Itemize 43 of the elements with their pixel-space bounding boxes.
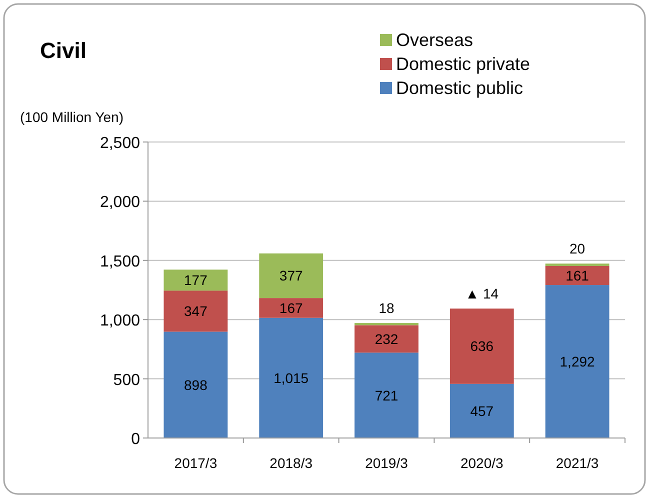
annotation: ▲ 14 <box>465 286 499 302</box>
y-tick-label: 1,500 <box>100 253 140 270</box>
bar <box>450 384 514 438</box>
data-label: 167 <box>279 300 303 316</box>
data-label: 177 <box>184 272 208 288</box>
legend-label: Overseas <box>396 30 474 50</box>
chart-title: Civil <box>40 38 86 63</box>
bar <box>354 352 418 438</box>
data-label: 232 <box>374 330 398 347</box>
data-label: 377 <box>279 268 303 284</box>
data-label: 898 <box>184 376 208 393</box>
data-label: 1,292 <box>560 354 596 370</box>
bar <box>164 332 228 438</box>
data-label: 636 <box>470 338 494 354</box>
data-label: 18 <box>378 300 394 316</box>
bar <box>450 308 514 384</box>
y-tick-label: 2,000 <box>100 194 140 212</box>
data-label: 20 <box>570 240 586 257</box>
x-tick-label: 2019/3 <box>365 455 408 471</box>
legend-label: Domestic private <box>396 54 530 74</box>
y-tick-label: 0 <box>131 431 140 448</box>
y-axis-title: (100 Million Yen) <box>20 109 124 125</box>
y-tick-label: 500 <box>113 372 140 389</box>
data-label: 347 <box>184 303 208 320</box>
data-label: 161 <box>566 267 590 284</box>
bar <box>259 298 324 318</box>
x-tick-label: 2018/3 <box>270 455 313 471</box>
bar <box>354 325 418 353</box>
data-label: 721 <box>374 387 398 404</box>
y-tick-label: 1,000 <box>100 312 140 330</box>
bar <box>164 270 228 291</box>
bar <box>259 253 324 298</box>
y-tick-label: 2,500 <box>100 135 140 152</box>
data-label: 457 <box>470 402 494 419</box>
x-tick-label: 2021/3 <box>556 455 599 471</box>
x-tick-label: 2020/3 <box>460 455 504 471</box>
data-label: 1,015 <box>274 370 309 386</box>
bar <box>164 290 228 332</box>
bar <box>545 266 610 286</box>
x-tick-label: 2017/3 <box>174 455 218 471</box>
bar <box>545 285 610 438</box>
legend-label: Domestic public <box>396 78 524 98</box>
bar <box>259 318 324 438</box>
